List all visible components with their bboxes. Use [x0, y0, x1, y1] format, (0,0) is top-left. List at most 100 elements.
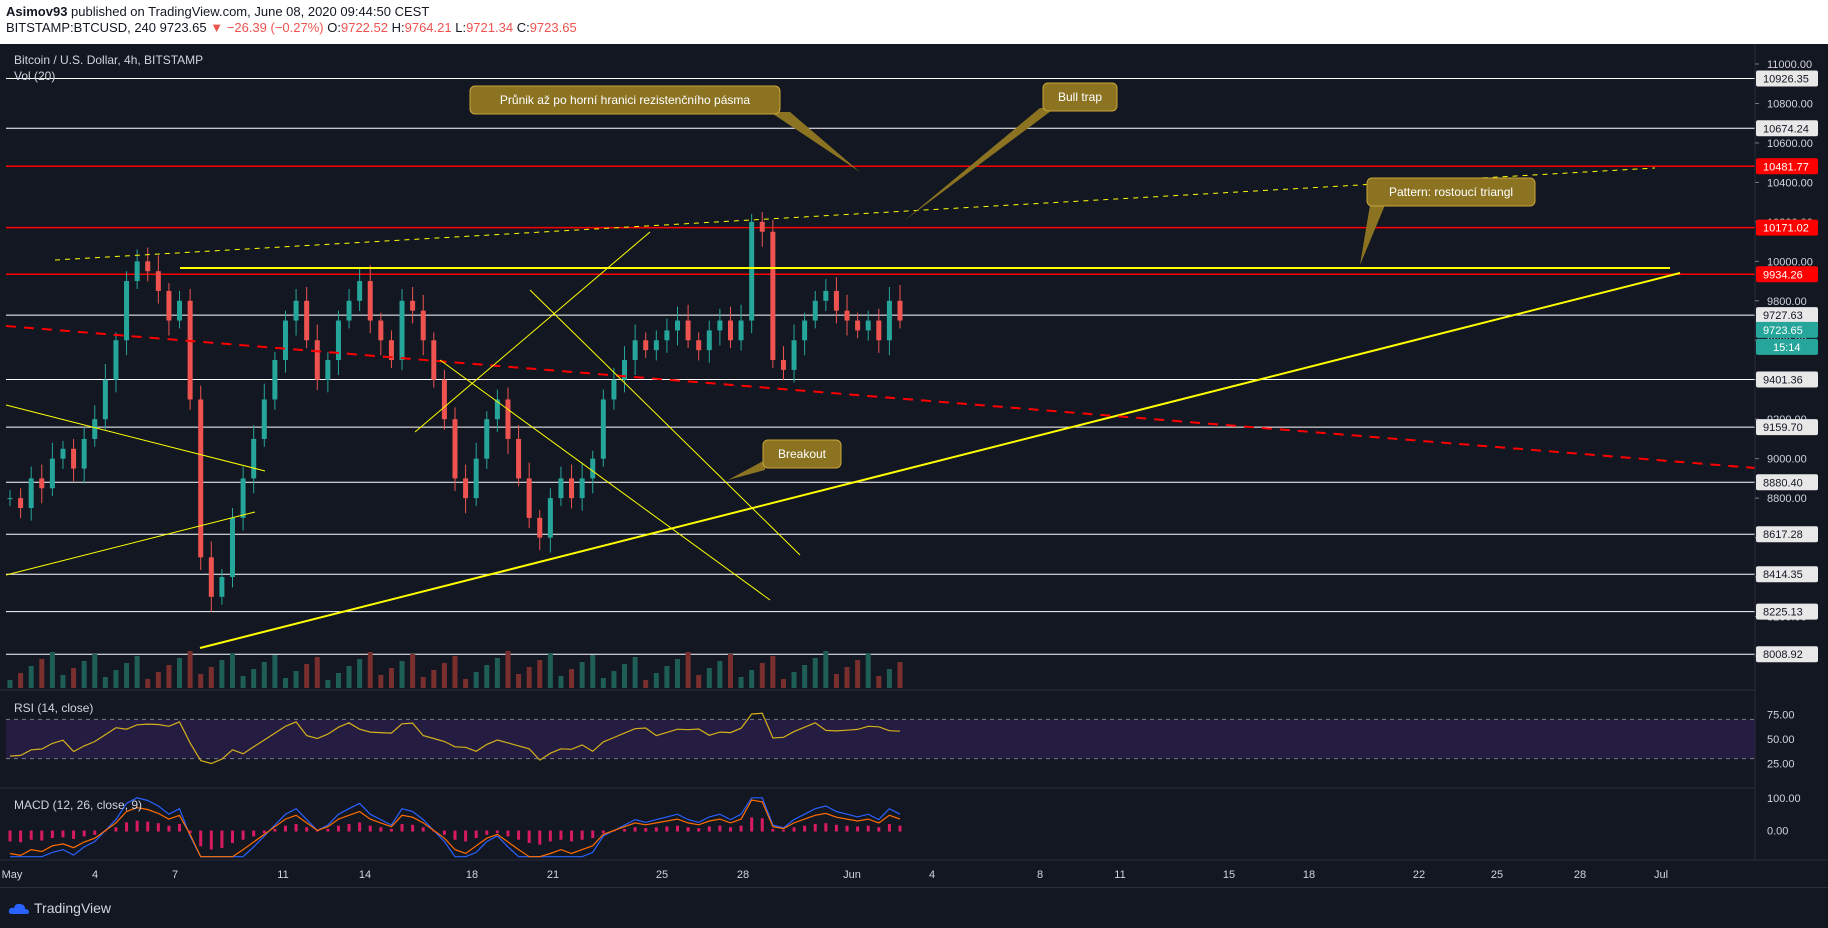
macd-histogram-bar [877, 827, 881, 832]
macd-histogram-bar [347, 824, 351, 832]
macd-histogram-bar [294, 824, 298, 832]
candle-body [18, 498, 24, 508]
macd-histogram-bar [389, 828, 393, 832]
volume-bar [335, 673, 341, 688]
macd-histogram-bar [517, 830, 521, 840]
volume-bar [7, 680, 13, 688]
volume-bar [791, 672, 797, 688]
upper-dashed-line [54, 167, 1656, 261]
footer [0, 887, 1828, 928]
macd-tick-label: 0.00 [1767, 826, 1788, 838]
symbol-line: BITSTAMP:BTCUSD, 240 9723.65 ▼ −26.39 (−… [6, 20, 577, 35]
price-tick-label: 9800.00 [1767, 296, 1807, 308]
annotation-callout: Breakout [728, 439, 842, 480]
macd-histogram-bar [135, 820, 139, 832]
time-tick-label: 18 [1303, 869, 1315, 881]
candle-body [579, 478, 585, 499]
volume-bar [49, 652, 55, 688]
macd-histogram-bar [718, 825, 722, 832]
volume-bar [272, 655, 278, 688]
volume-bar [28, 666, 34, 688]
volume-bar [145, 679, 151, 688]
macd-histogram-bar [686, 827, 690, 832]
volume-bar [166, 665, 172, 688]
volume-bar [833, 674, 839, 688]
volume-bar [240, 676, 246, 688]
time-tick-label: 14 [359, 869, 371, 881]
current-price-tag [1756, 321, 1818, 338]
macd-histogram-bar [421, 827, 425, 832]
level-price-tag [1756, 603, 1818, 620]
macd-histogram-bar [82, 830, 86, 837]
volume-bars [7, 651, 903, 688]
callout-box [762, 439, 842, 469]
candle-body [420, 310, 426, 341]
level-price-label: 8617.28 [1763, 529, 1803, 541]
candle-body [516, 438, 522, 479]
cloud-icon [8, 903, 30, 914]
macd-histogram-bar [252, 830, 256, 837]
callout-text: Průnik až po horní hranici rezistenčního… [500, 93, 750, 107]
candle-body [134, 261, 140, 282]
price-tick-label: 10800.00 [1767, 98, 1813, 110]
open-value: 9722.52 [340, 20, 388, 35]
candle-body [92, 419, 98, 439]
candle-body [293, 300, 299, 321]
macd-histogram-bar [580, 830, 584, 840]
level-price-tag [1756, 219, 1818, 236]
volume-bar [547, 653, 553, 688]
time-tick-label: Jul [1654, 869, 1668, 881]
time-axis: May 4 7 11 14 18 21 25 28 Jun 4 8 11 15 18 22 25 28 Jul [0, 859, 1828, 881]
volume-bar [855, 660, 861, 688]
tradingview-logo[interactable]: TradingView [8, 900, 111, 916]
candle-body [367, 281, 373, 321]
macd-histogram-bar [220, 830, 224, 848]
author-name[interactable]: Asimov93 [6, 4, 68, 19]
macd-histogram-bar [188, 830, 192, 834]
price-chart[interactable]: Průnik až po horní hranici rezistenčního… [0, 0, 1828, 887]
candle-body [802, 320, 808, 341]
macd-histogram-bar [326, 828, 330, 832]
macd-histogram-bar [866, 825, 870, 832]
countdown-tag [1756, 338, 1818, 355]
macd-histogram-bar [824, 823, 828, 832]
volume-bar [441, 663, 447, 688]
candle-body [166, 290, 172, 321]
macd-histogram-bar [231, 830, 234, 843]
candle-body [378, 320, 384, 341]
volume-bar [230, 653, 235, 688]
candle-body [664, 330, 670, 341]
candle-body [558, 478, 564, 499]
macd-histogram-bar [305, 827, 309, 832]
low-value: 9721.34 [466, 20, 514, 35]
volume-bar [420, 677, 426, 688]
candle-body [855, 320, 861, 331]
level-price-label: 8880.40 [1763, 477, 1803, 489]
chart-header: Asimov93 published on TradingView.com, J… [0, 0, 1828, 36]
candle-body [738, 320, 744, 341]
candle-body [611, 379, 617, 400]
macd-histogram-bar [209, 830, 213, 850]
callout-pointer [1360, 205, 1385, 265]
time-tick-label: 11 [277, 869, 288, 881]
volume-bar [388, 668, 394, 688]
macd-histogram-bar [485, 830, 489, 835]
macd-histogram-bar [665, 826, 669, 832]
macd-histogram-bar [570, 830, 574, 842]
volume-bar [155, 672, 161, 688]
volume-bar [198, 674, 204, 688]
level-price-label: 8008.92 [1763, 649, 1803, 661]
volume-bar [897, 662, 903, 688]
annotation-callout: Pattern: rostoucí triangl [1360, 177, 1536, 265]
volume-bar [92, 654, 98, 688]
candle-body [653, 340, 659, 351]
candles [7, 212, 903, 612]
candle-body [526, 478, 532, 518]
candle-body [622, 360, 628, 380]
callout-text: Breakout [778, 447, 827, 461]
candle-body [177, 300, 183, 321]
close-value: 9723.65 [529, 20, 577, 35]
macd-histogram-bar [834, 824, 838, 832]
volume-bar [759, 663, 765, 688]
macd-histogram-bar [50, 830, 54, 839]
